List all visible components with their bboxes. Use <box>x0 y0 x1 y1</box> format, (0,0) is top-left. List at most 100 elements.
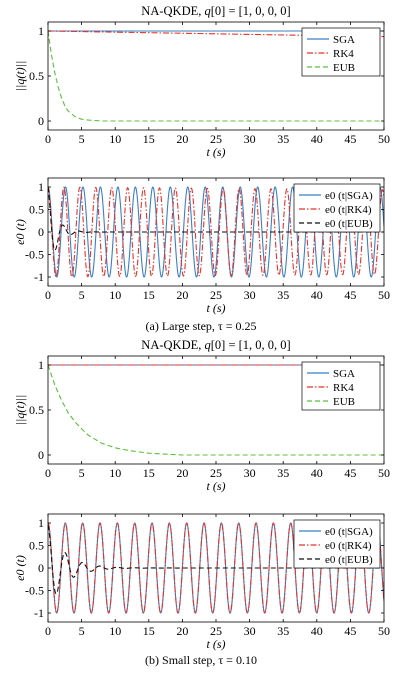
x-tick-label: 25 <box>210 466 222 480</box>
x-axis-label: t (s) <box>207 637 226 651</box>
y-tick-label: 1 <box>38 24 44 38</box>
x-tick-label: 5 <box>79 288 85 302</box>
x-tick-label: 50 <box>378 288 390 302</box>
legend: e0 (t|SGA) e0 (t|RK4) e0 (t|EUB) <box>293 183 381 233</box>
x-tick-label: 40 <box>311 466 323 480</box>
x-tick-label: 15 <box>143 466 155 480</box>
legend-label: e0 (t|RK4) <box>325 204 372 216</box>
x-tick-label: 30 <box>244 466 256 480</box>
x-tick-label: 20 <box>176 132 188 146</box>
y-axis-label: ||q(t)|| <box>13 61 27 92</box>
series-line-2 <box>48 186 384 278</box>
y-tick-label: 0.5 <box>29 539 44 553</box>
x-tick-label: 20 <box>176 624 188 638</box>
x-tick-label: 25 <box>210 624 222 638</box>
x-tick-label: 50 <box>378 624 390 638</box>
y-tick-label: -1 <box>34 270 44 284</box>
y-tick-label: -0.5 <box>25 584 44 598</box>
x-tick-label: 50 <box>378 132 390 146</box>
legend-label: e0 (t|SGA) <box>325 190 373 202</box>
series-line-3 <box>48 364 384 456</box>
x-tick-label: 45 <box>344 624 356 638</box>
x-axis-label: t (s) <box>207 301 226 315</box>
legend-box <box>301 361 381 411</box>
legend-label: e0 (t|SGA) <box>325 526 373 538</box>
x-axis-label: t (s) <box>207 479 226 493</box>
x-tick-label: 30 <box>244 624 256 638</box>
legend-label: SGA <box>333 368 355 380</box>
x-tick-label: 40 <box>311 132 323 146</box>
x-tick-label: 5 <box>79 132 85 146</box>
x-tick-label: 30 <box>244 132 256 146</box>
x-tick-label: 5 <box>79 624 85 638</box>
caption-a: (a) Large step, τ = 0.25 <box>146 319 257 333</box>
legend-label: e0 (t|EUB) <box>325 554 373 566</box>
chart-panel-1: 0 5 10 15 20 25 30 35 40 45 50 0 0.5 1 t (s) ||q(t)|| NA… <box>13 4 390 159</box>
legend: SGA RK4 EUB <box>301 27 381 77</box>
x-tick-label: 10 <box>109 624 121 638</box>
x-tick-label: 45 <box>344 288 356 302</box>
legend: SGA RK4 EUB <box>301 361 381 411</box>
y-axis-label: e0 (t) <box>13 219 27 245</box>
x-tick-label: 40 <box>311 288 323 302</box>
series-line-3 <box>48 30 384 122</box>
x-tick-label: 0 <box>45 466 51 480</box>
x-tick-label: 15 <box>143 624 155 638</box>
legend-label: RK4 <box>333 48 354 60</box>
x-tick-label: 20 <box>176 466 188 480</box>
x-tick-label: 35 <box>277 132 289 146</box>
x-tick-label: 40 <box>311 624 323 638</box>
y-tick-label: -1 <box>34 606 44 620</box>
x-tick-label: 10 <box>109 288 121 302</box>
legend-label: e0 (t|RK4) <box>325 540 372 552</box>
y-tick-label: 0 <box>38 448 44 462</box>
x-tick-label: 25 <box>210 288 222 302</box>
y-tick-label: 0.5 <box>29 203 44 217</box>
chart-panel-4: 0 5 10 15 20 25 30 35 40 45 50 -1 -0.5 0 0.5 1 t (s) e0 (… <box>13 513 390 651</box>
x-tick-label: 0 <box>45 624 51 638</box>
x-tick-label: 35 <box>277 624 289 638</box>
x-tick-label: 45 <box>344 466 356 480</box>
x-axis-label: t (s) <box>207 145 226 159</box>
chart-panel-2: 0 5 10 15 20 25 30 35 40 45 50 -1 -0.5 0 0.5 1 t (s) e0 (… <box>13 177 390 315</box>
y-tick-label: 1 <box>38 180 44 194</box>
legend-label: RK4 <box>333 382 354 394</box>
x-tick-label: 20 <box>176 288 188 302</box>
legend-label: SGA <box>333 34 355 46</box>
y-axis-label: e0 (t) <box>13 555 27 581</box>
chart-title: NA-QKDE, q[0] = [1, 0, 0, 0] <box>141 338 290 352</box>
y-tick-label: 0 <box>38 561 44 575</box>
legend-label: EUB <box>333 396 355 408</box>
y-tick-label: 0 <box>38 114 44 128</box>
x-tick-label: 10 <box>109 132 121 146</box>
x-tick-label: 30 <box>244 288 256 302</box>
y-tick-label: 0.5 <box>29 403 44 417</box>
legend-label: EUB <box>333 62 355 74</box>
caption-b: (b) Small step, τ = 0.10 <box>145 653 257 667</box>
x-tick-label: 0 <box>45 132 51 146</box>
x-tick-label: 10 <box>109 466 121 480</box>
x-tick-label: 0 <box>45 288 51 302</box>
x-tick-label: 50 <box>378 466 390 480</box>
legend-box <box>293 183 381 233</box>
chart-panel-3: 0 5 10 15 20 25 30 35 40 45 50 0 0.5 1 t (s) ||q(t)|| NA… <box>13 338 390 493</box>
x-tick-label: 45 <box>344 132 356 146</box>
x-tick-label: 25 <box>210 132 222 146</box>
y-tick-label: 0.5 <box>29 69 44 83</box>
legend-box <box>293 519 381 569</box>
legend: e0 (t|SGA) e0 (t|RK4) e0 (t|EUB) <box>293 519 381 569</box>
x-tick-label: 15 <box>143 132 155 146</box>
y-tick-label: 1 <box>38 358 44 372</box>
y-axis-label: ||q(t)|| <box>13 395 27 426</box>
y-tick-label: 0 <box>38 225 44 239</box>
y-tick-label: -0.5 <box>25 248 44 262</box>
chart-title: NA-QKDE, q[0] = [1, 0, 0, 0] <box>141 4 290 18</box>
legend-label: e0 (t|EUB) <box>325 218 373 230</box>
x-tick-label: 35 <box>277 288 289 302</box>
x-tick-label: 5 <box>79 466 85 480</box>
y-tick-label: 1 <box>38 516 44 530</box>
legend-box <box>301 27 381 77</box>
x-tick-label: 15 <box>143 288 155 302</box>
x-tick-label: 35 <box>277 466 289 480</box>
